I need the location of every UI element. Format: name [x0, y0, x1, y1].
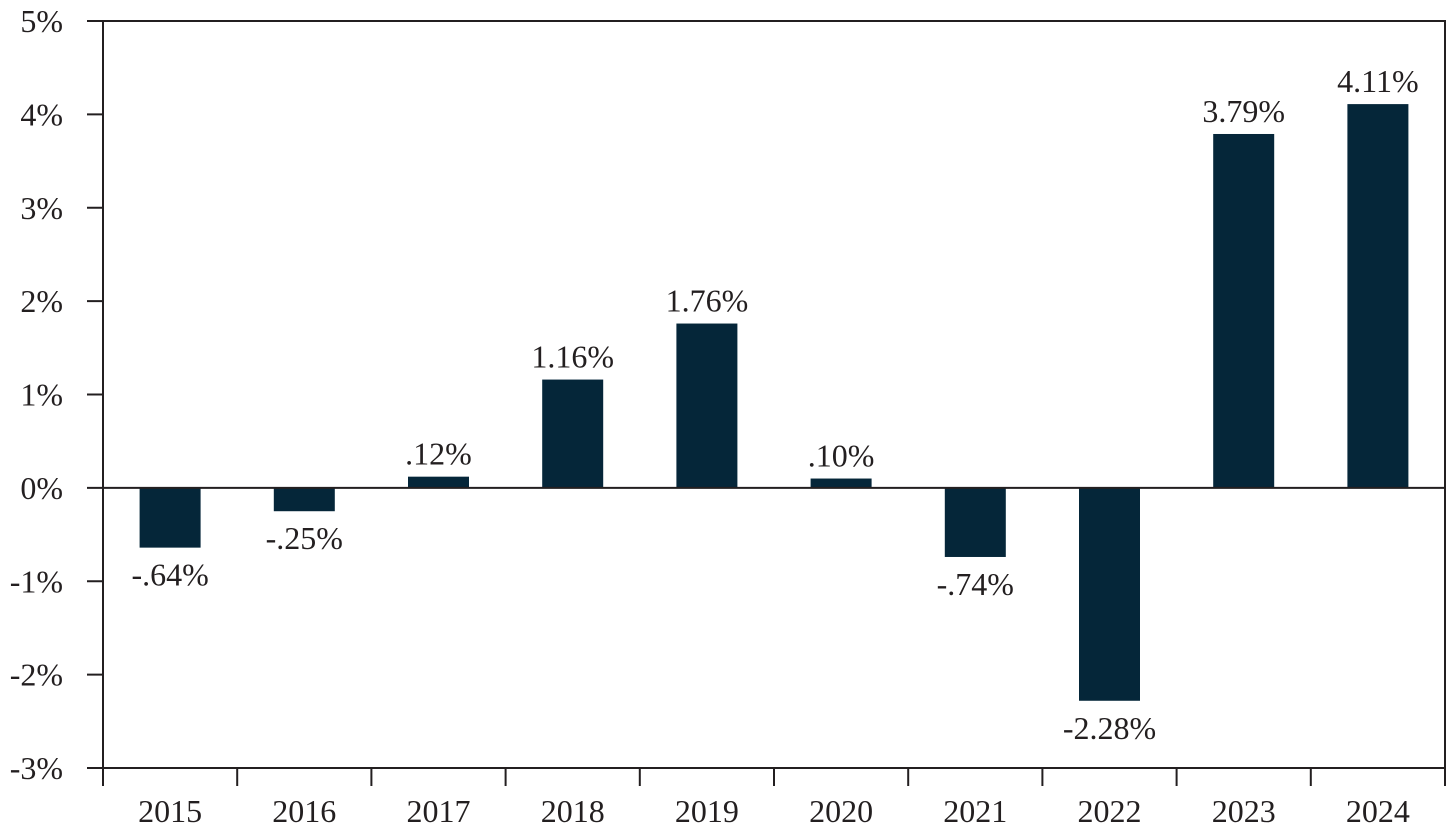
bar-2015: [139, 487, 201, 548]
y-tick-label: -2%: [10, 657, 63, 693]
y-tick-label: -3%: [10, 750, 63, 786]
data-labels: -.64% -.25% .12% 1.16% 1.76% .10% -.74% -2.28% 3…: [131, 63, 1418, 746]
x-tick-label: 2023: [1212, 793, 1276, 829]
data-label-2018: 1.16%: [531, 339, 614, 375]
x-tick-label: 2020: [809, 793, 873, 829]
bar-2023: [1213, 133, 1275, 488]
y-tick-label: 1%: [20, 377, 63, 413]
bar-2019: [676, 323, 738, 488]
data-label-2017: .12%: [405, 436, 472, 472]
x-tick-label: 2018: [541, 793, 605, 829]
y-axis: 5% 4% 3% 2% 1% 0% -1% -2% -3%: [10, 3, 103, 786]
x-tick-label: 2015: [138, 793, 202, 829]
data-label-2019: 1.76%: [666, 283, 749, 319]
y-tick-label: 3%: [20, 190, 63, 226]
y-tick-label: 4%: [20, 96, 63, 132]
y-tick-label: 2%: [20, 283, 63, 319]
bar-2017: [408, 476, 469, 488]
bar-2018: [542, 379, 604, 488]
data-label-2023: 3.79%: [1202, 93, 1285, 129]
data-label-2020: .10%: [808, 438, 875, 474]
bar-2021: [944, 487, 1006, 557]
x-axis: 2015 2016 2017 2018 2019 2020 2021 2022 2023 2024: [102, 768, 1446, 829]
data-label-2022: -2.28%: [1063, 710, 1156, 746]
data-label-2015: -.64%: [131, 557, 208, 593]
y-tick-label: -1%: [10, 563, 63, 599]
x-tick-label: 2016: [272, 793, 336, 829]
data-label-2024: 4.11%: [1337, 63, 1418, 99]
bar-2024: [1347, 104, 1409, 488]
bar-2022: [1079, 487, 1140, 701]
x-tick-label: 2024: [1346, 793, 1410, 829]
x-tick-label: 2022: [1078, 793, 1142, 829]
x-tick-label: 2021: [943, 793, 1007, 829]
bar-2020: [810, 478, 872, 488]
data-label-2016: -.25%: [266, 520, 343, 556]
x-tick-label: 2017: [407, 793, 471, 829]
bar-2016: [273, 487, 335, 512]
y-tick-label: 0%: [20, 470, 63, 506]
y-tick-label: 5%: [20, 3, 63, 39]
x-tick-label: 2019: [675, 793, 739, 829]
data-label-2021: -.74%: [937, 566, 1014, 602]
bars: [139, 104, 1409, 701]
